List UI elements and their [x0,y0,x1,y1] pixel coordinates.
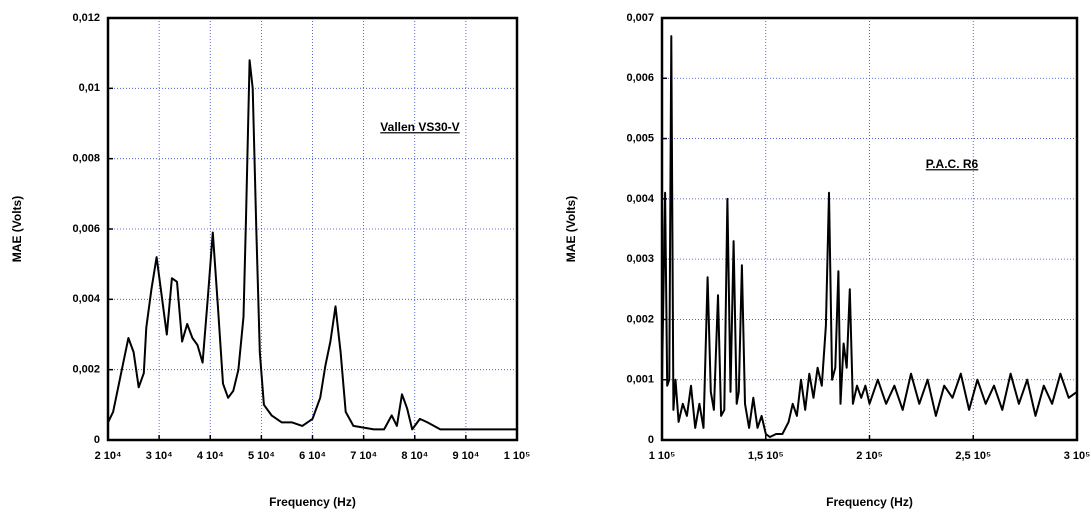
y-tick-label: 0,003 [626,253,654,265]
y-axis-title: MAE (Volts) [10,196,24,262]
y-tick-label: 0 [94,434,100,446]
y-tick-label: 0,001 [626,374,654,386]
y-tick-label: 0,002 [626,313,654,325]
annotation: P.A.C. R6 [926,157,979,171]
y-tick-label: 0,004 [72,293,100,305]
x-tick-label: 7 10⁴ [350,450,377,462]
y-tick-label: 0,01 [79,82,100,94]
y-tick-label: 0,006 [626,72,654,84]
x-axis-title: Frequency (Hz) [826,495,913,509]
x-tick-label: 4 10⁴ [197,450,224,462]
x-tick-label: 1 10⁵ [649,450,676,462]
x-tick-label: 5 10⁴ [248,450,275,462]
data-line [661,35,1078,438]
x-tick-label: 9 10⁴ [452,450,479,462]
x-axis-title: Frequency (Hz) [269,495,356,509]
annotation: Vallen VS30-V [380,120,459,134]
x-tick-label: 3 10⁵ [1064,450,1091,462]
x-tick-label: 6 10⁴ [299,450,326,462]
plot-frame [660,16,1079,442]
x-tick-label: 2,5 10⁵ [955,450,991,462]
y-axis-title: MAE (Volts) [564,196,578,262]
x-tick-label: 1,5 10⁵ [748,450,784,462]
plot-frame [106,16,519,442]
y-tick-label: 0,005 [626,132,654,144]
x-tick-label: 2 10⁴ [95,450,122,462]
y-tick-label: 0,004 [626,193,654,205]
x-tick-label: 1 10⁵ [504,450,531,462]
x-tick-label: 3 10⁴ [146,450,173,462]
data-line [107,59,517,431]
y-tick-label: 0,006 [72,223,100,235]
y-tick-label: 0,007 [626,12,654,24]
x-tick-label: 8 10⁴ [401,450,428,462]
y-tick-label: 0,008 [72,153,100,165]
y-tick-label: 0,002 [72,364,100,376]
y-tick-label: 0,012 [72,12,100,24]
x-tick-label: 2 10⁵ [856,450,883,462]
y-tick-label: 0 [648,434,654,446]
